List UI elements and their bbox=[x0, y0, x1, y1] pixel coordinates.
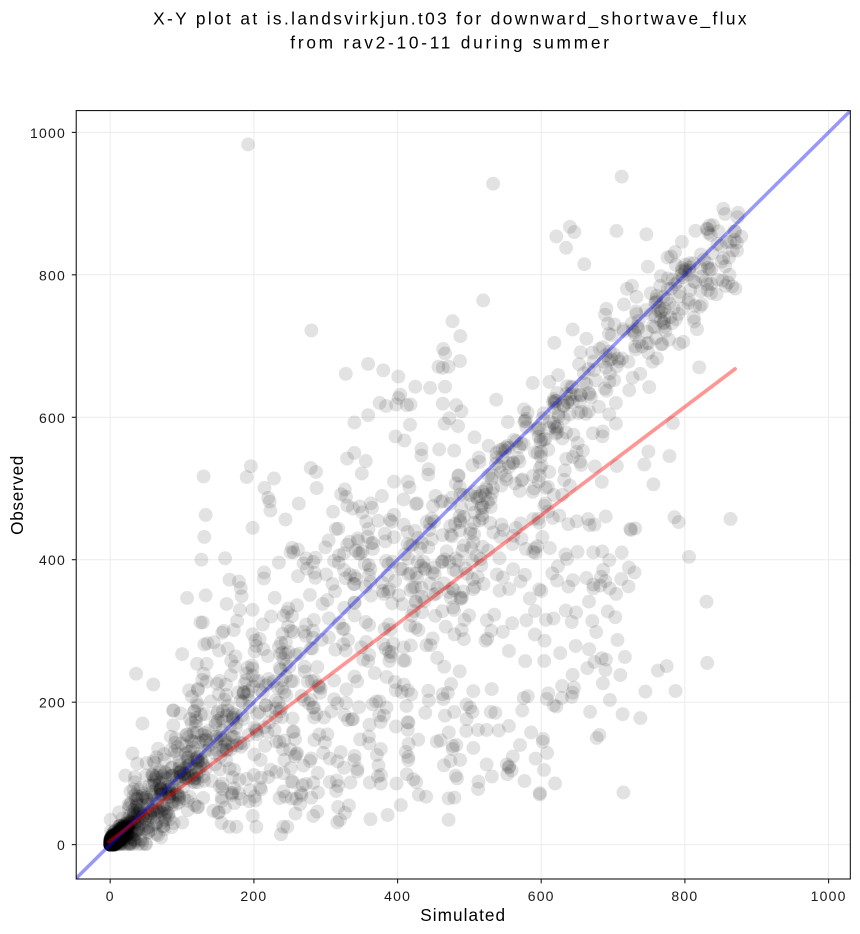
svg-text:800: 800 bbox=[671, 888, 698, 904]
svg-text:600: 600 bbox=[39, 410, 66, 426]
svg-text:from rav2-10-11 during summer: from rav2-10-11 during summer bbox=[290, 32, 611, 52]
svg-text:1000: 1000 bbox=[811, 888, 847, 904]
svg-text:400: 400 bbox=[39, 552, 66, 568]
svg-text:X-Y plot at is.landsvirkjun.t0: X-Y plot at is.landsvirkjun.t03 for down… bbox=[153, 8, 749, 28]
svg-text:Observed: Observed bbox=[7, 455, 27, 535]
svg-text:400: 400 bbox=[384, 888, 411, 904]
svg-text:600: 600 bbox=[528, 888, 555, 904]
svg-text:800: 800 bbox=[39, 267, 66, 283]
svg-text:1000: 1000 bbox=[30, 125, 66, 141]
svg-text:200: 200 bbox=[39, 695, 66, 711]
svg-text:0: 0 bbox=[57, 837, 66, 853]
svg-text:0: 0 bbox=[106, 888, 115, 904]
svg-text:200: 200 bbox=[240, 888, 267, 904]
svg-text:Simulated: Simulated bbox=[420, 905, 506, 925]
